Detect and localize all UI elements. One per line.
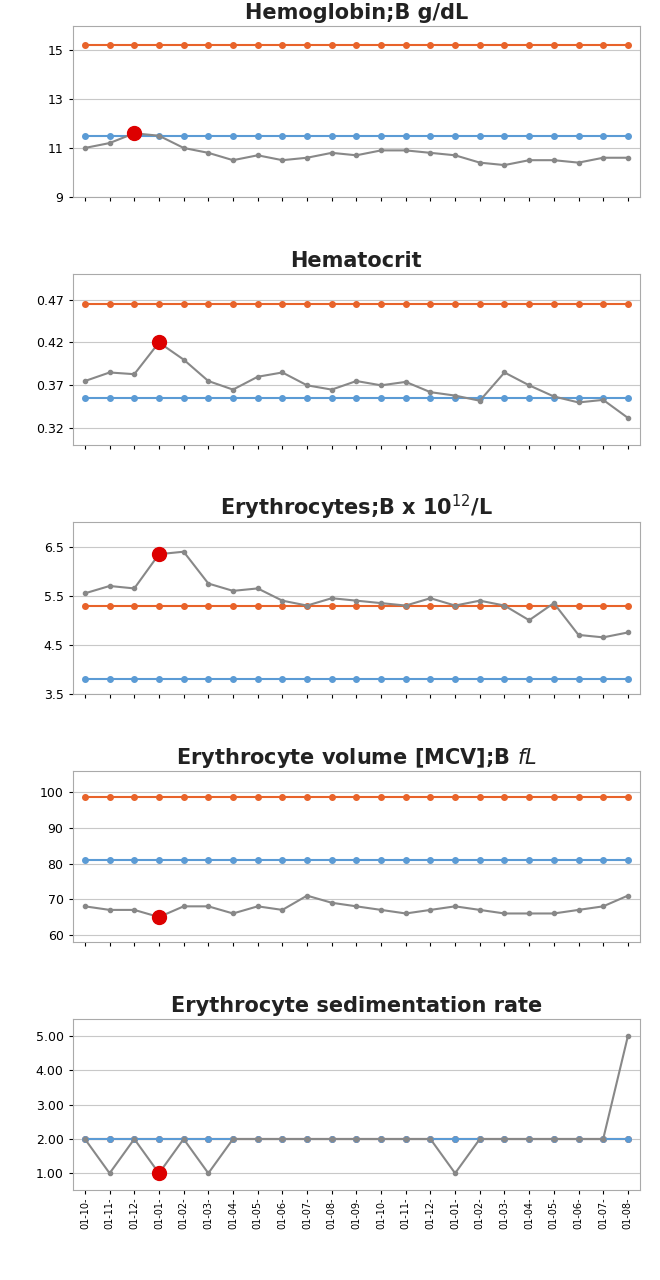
Title: Hematocrit: Hematocrit — [290, 251, 422, 271]
Title: Erythrocytes;B x 10$^{12}$/L: Erythrocytes;B x 10$^{12}$/L — [220, 493, 493, 522]
Title: Hemoglobin;B g/dL: Hemoglobin;B g/dL — [245, 3, 468, 23]
Title: Erythrocyte volume [MCV];B $\mathit{fL}$: Erythrocyte volume [MCV];B $\mathit{fL}$ — [176, 746, 537, 769]
Title: Erythrocyte sedimentation rate: Erythrocyte sedimentation rate — [171, 996, 542, 1016]
